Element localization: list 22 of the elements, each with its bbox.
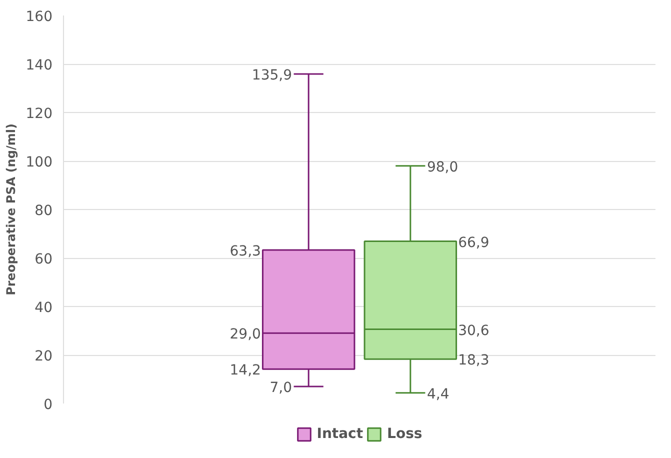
legend-label: Loss	[387, 426, 422, 442]
text: 18,3	[458, 352, 490, 369]
y-tick-label: 160	[26, 9, 53, 25]
legend-label: Intact	[316, 426, 364, 442]
y-tick-label: 100	[26, 154, 53, 170]
y-axis-title: Preoperative PSA (ng/ml)	[4, 124, 18, 296]
y-tick-label: 60	[34, 252, 53, 268]
text: 98,0	[426, 159, 458, 176]
y-tick-label: 120	[26, 106, 53, 122]
y-tick-label: 140	[26, 58, 53, 74]
text: 66,9	[458, 234, 490, 251]
y-tick-label: 80	[34, 203, 53, 219]
text: 14,2	[230, 362, 261, 379]
text: 29,0	[230, 326, 261, 343]
text: 7,0	[270, 380, 292, 396]
text: 30,6	[458, 322, 490, 339]
text: 135,9	[252, 67, 292, 84]
text: 63,3	[230, 243, 261, 260]
y-tick-label: 20	[34, 348, 53, 364]
y-tick-label: 40	[34, 300, 53, 316]
y-tick-label: 0	[44, 397, 53, 413]
text: 4,4	[426, 386, 450, 402]
